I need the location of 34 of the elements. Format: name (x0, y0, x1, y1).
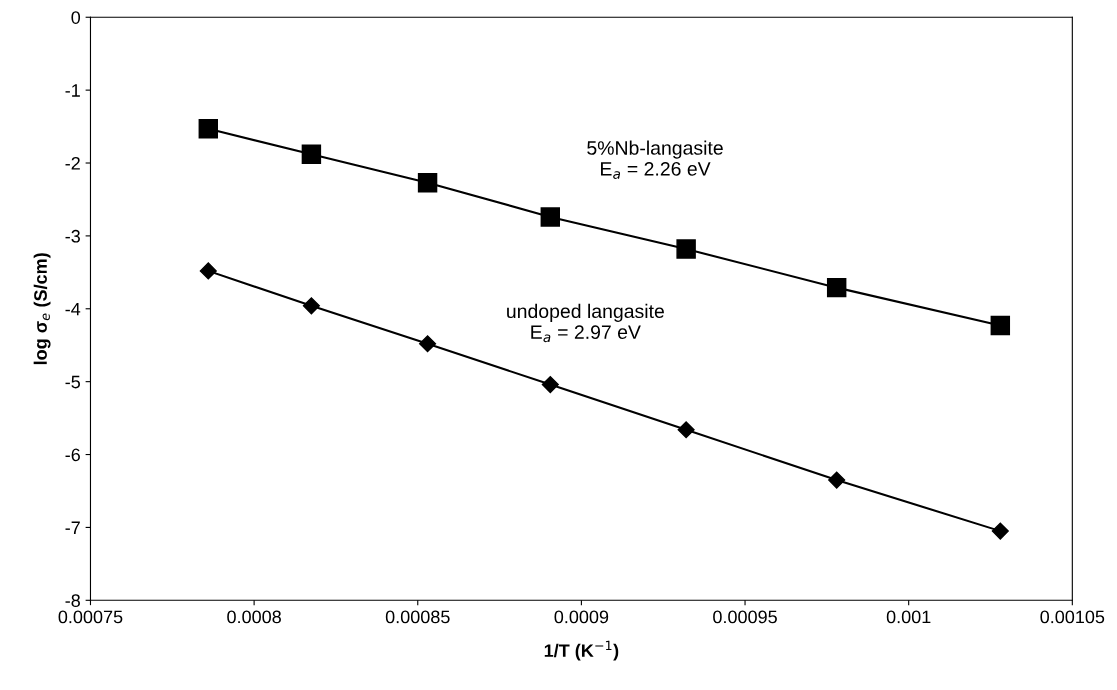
annotation: undoped langasite E$_{a}$ = 2.97 eV (507, 303, 664, 343)
y-axis-title: log σ$_{e}$ (S/cm) (33, 253, 51, 365)
y-tick-label: -2 (65, 156, 80, 170)
point (417, 172, 438, 193)
y-tick-label: 0 (71, 11, 81, 24)
point (826, 277, 847, 298)
y-tick-label: -8 (65, 594, 80, 608)
x-tick-label: 0.00105 (1040, 610, 1105, 624)
point (991, 522, 1009, 540)
x-tick-label: 0.001 (886, 610, 931, 624)
point (199, 262, 217, 280)
annotation: 5%Nb-langasite E$_{a}$ = 2.26 eV (587, 140, 723, 179)
y-tick-label: -5 (65, 375, 80, 389)
y-tick-label: -4 (65, 302, 81, 316)
y-tick-label: -1 (65, 84, 80, 97)
point (302, 297, 320, 315)
point (419, 335, 437, 353)
y-tick-label: -7 (65, 521, 80, 534)
x-tick-label: 0.0008 (227, 610, 281, 624)
point (677, 421, 695, 439)
point (828, 471, 846, 489)
x-tick-label: 0.00095 (713, 610, 777, 624)
point (301, 144, 322, 164)
x-tick-label: 0.00085 (385, 610, 450, 624)
point (990, 315, 1011, 336)
x-tick-label: 0.0009 (554, 610, 609, 624)
y-tick-label: -6 (65, 448, 80, 462)
x-axis-title: 1/T (K$^{−1}$) (544, 640, 619, 661)
y-tick-label: -3 (65, 229, 80, 243)
point (541, 376, 559, 394)
point (540, 207, 561, 227)
point (198, 119, 219, 139)
x-tick-label: 0.00075 (58, 610, 123, 624)
point (676, 239, 696, 259)
